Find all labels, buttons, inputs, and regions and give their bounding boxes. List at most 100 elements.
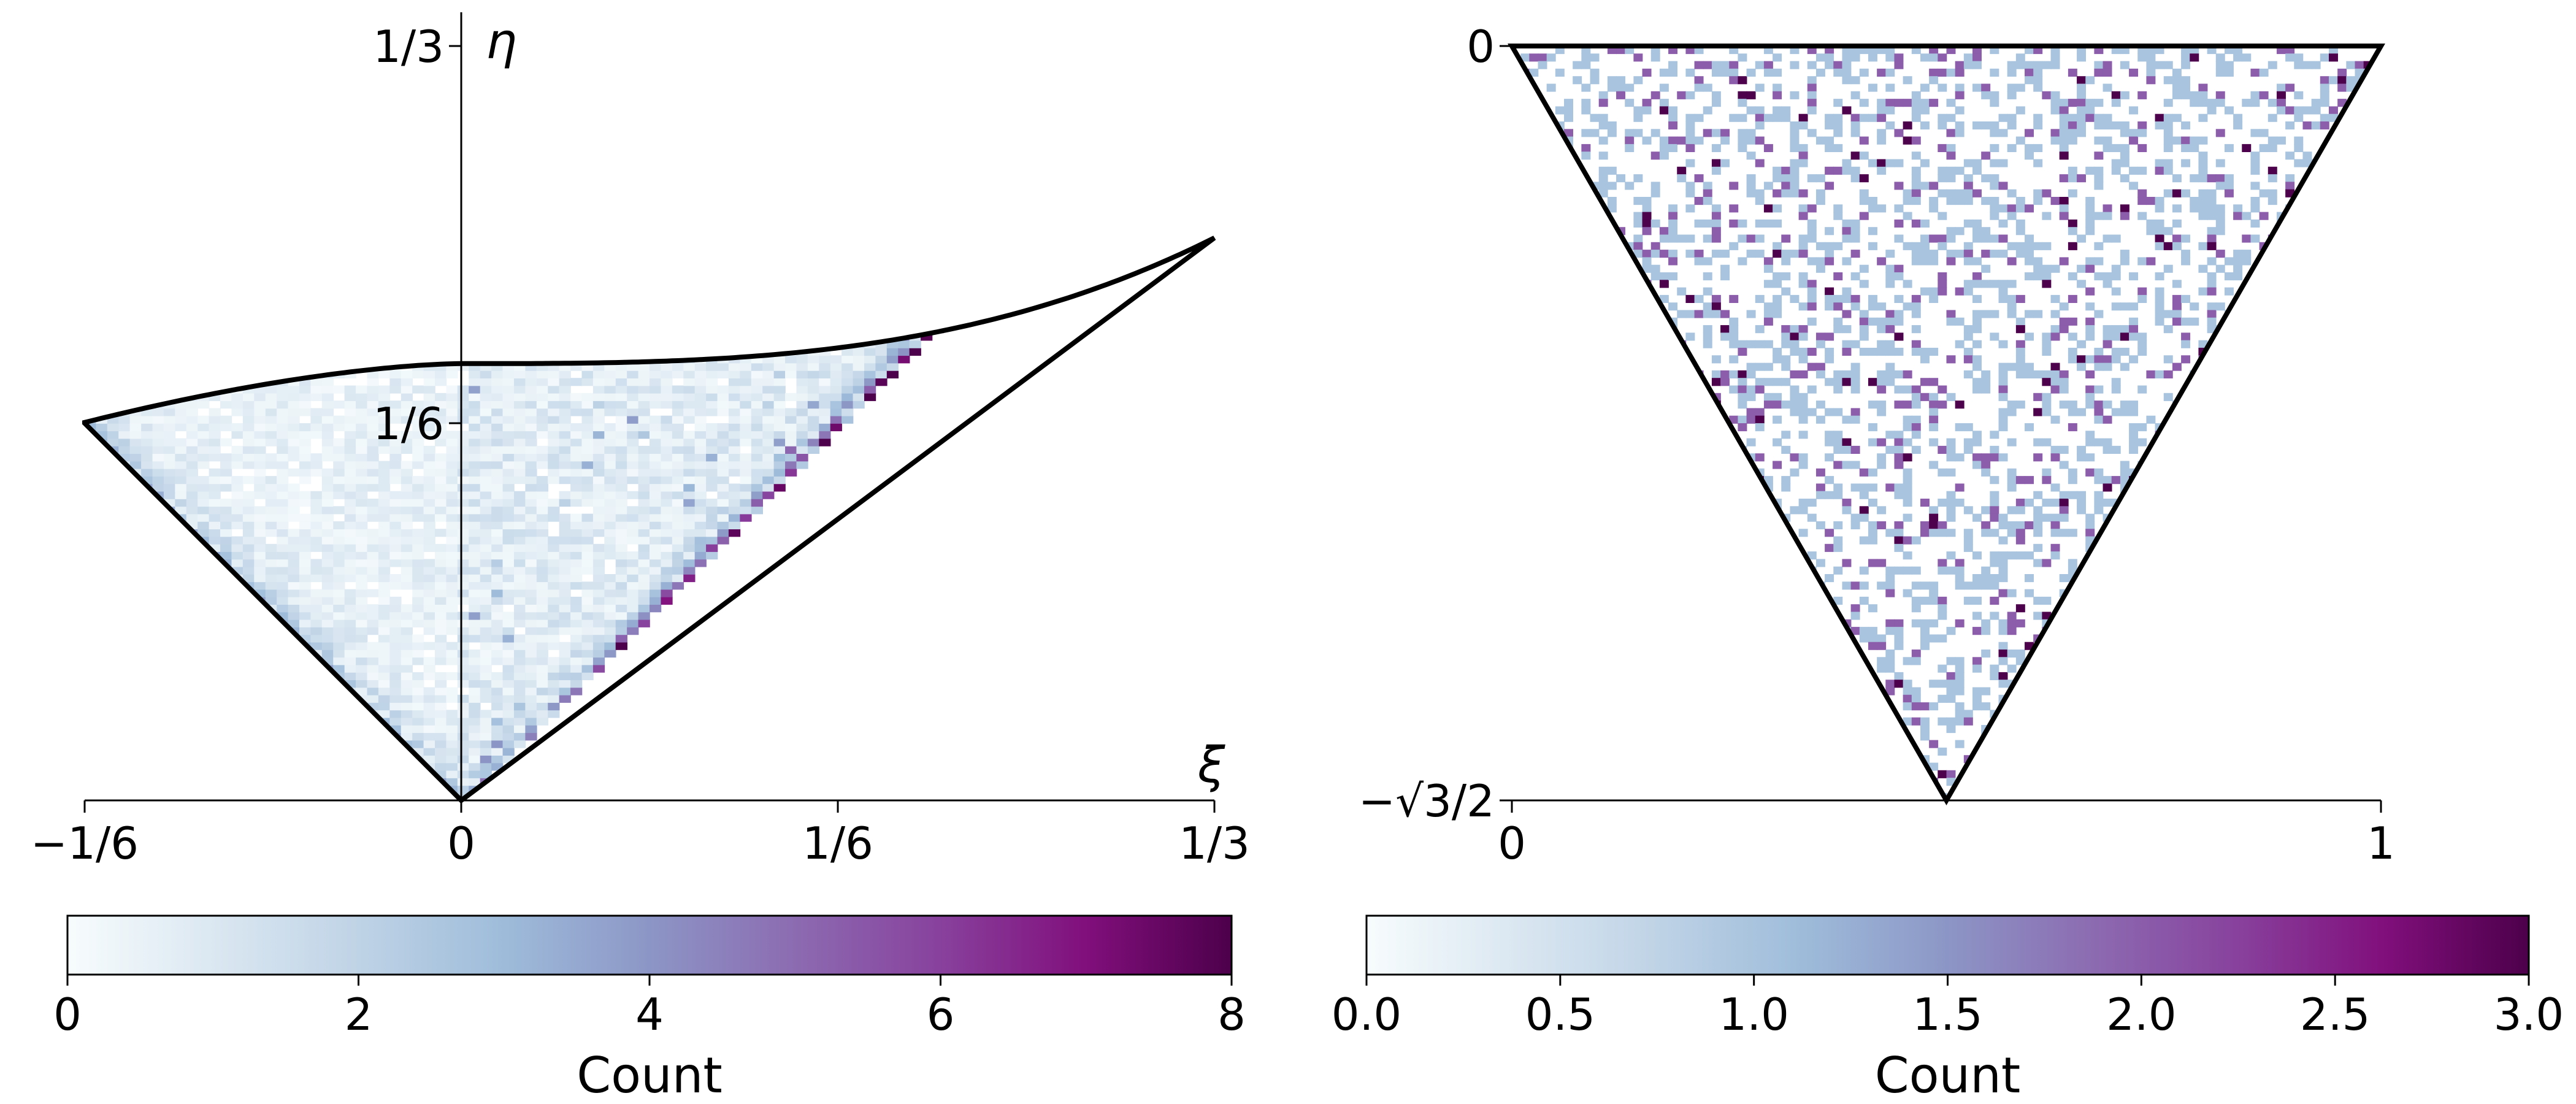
heatmap-cell: [1529, 589, 1539, 597]
heatmap-cell: [2007, 755, 2017, 764]
heatmap-cell: [502, 619, 515, 627]
heatmap-cell: [480, 770, 492, 778]
heatmap-cell: [1755, 521, 1765, 529]
heatmap-cell: [469, 596, 481, 605]
heatmap-cell: [1538, 294, 1547, 303]
heatmap-cell: [1773, 189, 1782, 197]
heatmap-cell: [1911, 113, 1921, 122]
heatmap-cell: [2120, 144, 2129, 152]
heatmap-cell: [875, 378, 887, 386]
heatmap-cell: [627, 415, 639, 424]
heatmap-cell: [1781, 257, 1791, 266]
heatmap-cell: [321, 468, 334, 477]
heatmap-cell: [2146, 634, 2156, 643]
heatmap-cell: [1885, 83, 1895, 92]
heatmap-cell: [1955, 740, 1965, 748]
heatmap-cell: [1694, 732, 1704, 741]
heatmap-cell: [1773, 574, 1782, 583]
heatmap-cell: [1946, 189, 1956, 197]
heatmap-cell: [1955, 227, 1965, 236]
heatmap-cell: [1763, 770, 1773, 778]
heatmap-cell: [389, 680, 402, 688]
heatmap-cell: [536, 619, 549, 627]
heatmap-cell: [1685, 687, 1695, 696]
heatmap-cell: [694, 461, 707, 469]
heatmap-cell: [1746, 536, 1756, 545]
heatmap-cell: [1955, 68, 1965, 77]
heatmap-cell: [513, 536, 526, 545]
heatmap-cell: [491, 491, 504, 499]
heatmap-cell: [1877, 113, 1887, 122]
heatmap-cell: [1512, 619, 1521, 627]
heatmap-cell: [627, 521, 639, 529]
heatmap-cell: [570, 393, 583, 401]
heatmap-cell: [2007, 212, 2017, 220]
heatmap-cell: [1668, 619, 1678, 627]
heatmap-cell: [1990, 664, 1999, 673]
heatmap-cell: [435, 393, 447, 401]
heatmap-cell: [2015, 604, 2025, 613]
heatmap-cell: [1920, 53, 1930, 62]
heatmap-cell: [1807, 513, 1817, 522]
heatmap-cell: [1755, 694, 1765, 703]
heatmap-cell: [457, 680, 470, 688]
heatmap-cell: [1625, 725, 1635, 734]
heatmap-cell: [2015, 294, 2025, 303]
heatmap-cell: [502, 476, 515, 485]
heatmap-cell: [581, 513, 594, 522]
heatmap-cell: [1659, 702, 1669, 711]
heatmap-cell: [1938, 611, 1947, 620]
heatmap-cell: [1798, 642, 1808, 650]
heatmap-cell: [1998, 551, 2008, 560]
heatmap-cell: [1668, 468, 1678, 477]
heatmap-cell: [1529, 182, 1539, 190]
heatmap-cell: [1972, 257, 1982, 266]
heatmap-cell: [525, 596, 537, 605]
heatmap-cell: [2068, 219, 2077, 228]
heatmap-cell: [1790, 619, 1800, 627]
heatmap-cell: [1894, 272, 1904, 281]
heatmap-cell: [819, 393, 831, 401]
heatmap-cell: [2059, 461, 2069, 469]
heatmap-cell: [762, 438, 775, 447]
heatmap-cell: [491, 461, 504, 469]
heatmap-cell: [2059, 770, 2069, 778]
heatmap-cell: [638, 476, 650, 485]
heatmap-cell: [1938, 121, 1947, 130]
heatmap-cell: [1798, 408, 1808, 416]
heatmap-cell: [1911, 166, 1921, 175]
heatmap-cell: [469, 611, 481, 620]
heatmap-cell: [2033, 76, 2043, 85]
heatmap-cell: [615, 468, 627, 477]
heatmap-cell: [1607, 76, 1617, 85]
heatmap-cell: [1929, 204, 1939, 213]
heatmap-cell: [1529, 264, 1539, 273]
heatmap-cell: [457, 529, 470, 537]
heatmap-cell: [2007, 747, 2017, 756]
heatmap-cell: [1616, 778, 1626, 786]
heatmap-cell: [1773, 717, 1782, 726]
heatmap-cell: [694, 551, 707, 560]
heatmap-cell: [807, 385, 820, 394]
heatmap-cell: [2163, 325, 2173, 334]
heatmap-cell: [2146, 513, 2156, 522]
heatmap-cell: [1694, 61, 1704, 69]
heatmap-cell: [1842, 445, 1852, 454]
heatmap-cell: [1703, 197, 1712, 205]
heatmap-cell: [2077, 762, 2087, 771]
heatmap-cell: [1711, 294, 1721, 303]
heatmap-cell: [389, 521, 402, 529]
heatmap-cell: [592, 596, 605, 605]
heatmap-cell: [1963, 445, 1973, 454]
heatmap-cell: [1642, 710, 1652, 718]
heatmap-cell: [1798, 355, 1808, 364]
heatmap-cell: [321, 551, 334, 560]
heatmap-cell: [1972, 166, 1982, 175]
heatmap-cell: [186, 445, 198, 454]
heatmap-cell: [1555, 650, 1565, 658]
heatmap-cell: [1720, 159, 1730, 167]
heatmap-cell: [469, 536, 481, 545]
heatmap-cell: [1850, 408, 1860, 416]
heatmap-cell: [650, 362, 662, 371]
heatmap-cell: [1972, 551, 1982, 560]
